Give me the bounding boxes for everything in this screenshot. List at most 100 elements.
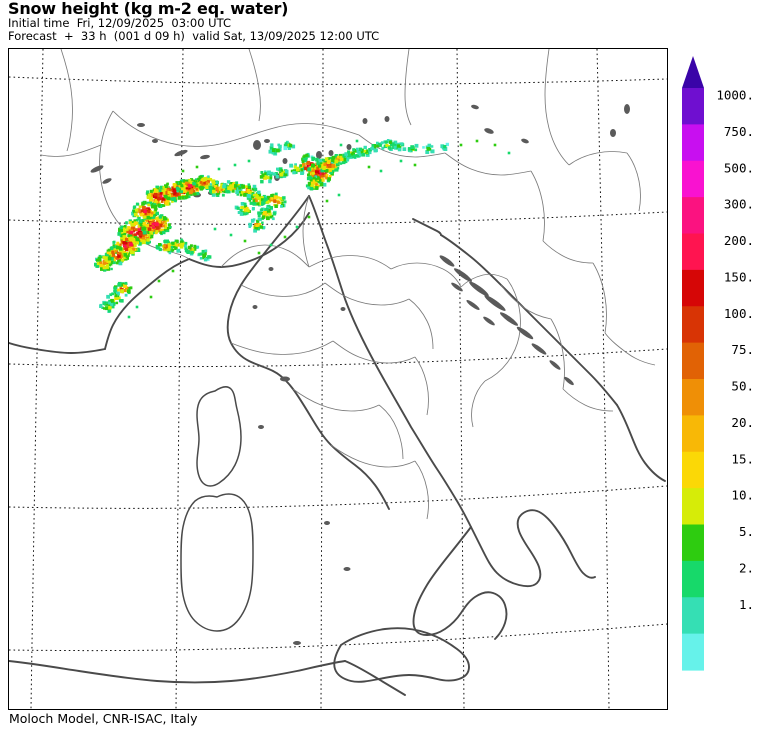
snow-grid-cell — [117, 283, 121, 287]
snow-grid-cell — [334, 154, 338, 158]
snow-grid-cell — [159, 195, 163, 199]
snow-grid-cell — [110, 298, 114, 303]
snow-grid-cell — [283, 172, 288, 177]
forecast-map[interactable]: .coast{fill:none;stroke:#4a4a4a;stroke-w… — [9, 49, 667, 709]
snow-grid-cell — [210, 191, 214, 195]
snow-grid-cell — [107, 308, 112, 313]
snow-grid-cell — [311, 158, 315, 161]
snow-grid-cell — [389, 142, 394, 147]
snow-grid-cell — [258, 211, 262, 215]
snow-grid-cell — [262, 226, 266, 229]
snow-grid-cell — [120, 299, 124, 303]
snow-grid-cell — [212, 182, 216, 186]
snow-grid-cell — [162, 221, 165, 224]
snow-grid-cell — [193, 192, 197, 196]
snow-grid-cell — [312, 185, 316, 189]
snow-grid-cell — [214, 185, 218, 189]
snow-grid-cell — [306, 177, 311, 181]
snow-grid-cell — [151, 215, 155, 219]
snow-grid-cell — [165, 226, 170, 231]
snow-grid-cell — [261, 221, 264, 224]
snow-grid-cell — [354, 154, 358, 158]
colorbar-tick-label: 500. — [724, 160, 754, 175]
snow-grid-cell — [167, 250, 170, 253]
snow-grid-cell — [162, 230, 166, 235]
snow-grid-cell — [111, 292, 115, 296]
colorbar-band — [682, 524, 704, 562]
snow-grid-cell — [307, 181, 311, 185]
snow-grid-cell — [248, 199, 252, 202]
snow-grid-cell — [132, 209, 137, 214]
snow-grid-cell — [313, 176, 316, 180]
colorbar-band — [682, 160, 704, 198]
snow-grid-cell — [442, 147, 446, 151]
snow-grid-cell — [138, 210, 141, 214]
snow-grid-cell — [203, 251, 207, 256]
snow-grid-cell — [156, 194, 161, 199]
snow-grid-cell — [294, 171, 298, 174]
snow-grid-cell — [176, 187, 180, 191]
snow-grid-cell — [373, 148, 378, 153]
snow-grid-cell — [184, 181, 189, 185]
snow-grid-cell — [320, 174, 324, 178]
snow-grid-cell — [124, 289, 128, 293]
snow-grid-cell — [257, 190, 261, 194]
snow-grid-cell — [108, 299, 112, 304]
snow-grid-cell — [148, 236, 152, 240]
snow-grid-cell — [315, 158, 319, 162]
snow-grid-cell — [199, 252, 203, 256]
snow-grid-cell — [106, 294, 110, 299]
snow-grid-cell — [107, 248, 111, 252]
snow-grid-cell — [275, 175, 279, 179]
snow-grid-cell — [150, 235, 154, 239]
snow-grid-cell — [315, 170, 319, 174]
snow-grid-cell — [428, 147, 432, 151]
snow-grid-cell — [243, 239, 247, 243]
snow-grid-cell — [188, 184, 192, 188]
snow-grid-cell — [245, 206, 249, 210]
snow-grid-cell — [267, 211, 272, 215]
colorbar-svg[interactable]: 1000. 750. 500. 300. 200. 150. 100. 75. 50. 20. 15… — [676, 52, 760, 677]
snow-grid-cell — [342, 153, 346, 157]
snow-grid-cell — [232, 183, 235, 186]
snow-grid-cell — [117, 259, 120, 263]
snow-grid-cell — [381, 141, 384, 144]
snow-grid-cell — [304, 154, 308, 158]
snow-grid-cell — [272, 212, 277, 216]
snow-grid-cell — [123, 227, 126, 230]
snow-grid-cell — [138, 221, 142, 225]
snow-grid-cell — [117, 232, 121, 236]
snow-grid-cell — [300, 170, 305, 174]
snow-grid-cell — [361, 148, 364, 152]
snow-grid-cell — [129, 286, 133, 290]
colorbar-band — [682, 597, 704, 635]
snow-grid-cell — [335, 161, 340, 166]
snow-grid-cell — [295, 225, 299, 229]
snow-grid-cell — [116, 261, 120, 265]
snow-grid-cell — [216, 193, 220, 197]
snow-grid-cell — [342, 157, 347, 162]
snow-grid-cell — [325, 173, 329, 177]
snow-grid-cell — [171, 186, 175, 190]
snow-grid-cell — [328, 168, 332, 172]
snow-grid-cell — [193, 244, 197, 248]
snow-grid-cell — [164, 184, 168, 188]
snow-grid-cell — [251, 187, 255, 191]
snow-grid-cell — [146, 215, 151, 220]
snow-grid-cell — [145, 223, 149, 228]
snow-grid-cell — [125, 255, 129, 259]
snow-grid-cell — [178, 181, 182, 185]
snow-grid-cell — [363, 149, 367, 153]
snow-grid-cell — [270, 197, 274, 200]
snow-grid-cell — [108, 261, 111, 264]
snow-grid-cell — [323, 163, 327, 166]
map-panel[interactable]: .coast{fill:none;stroke:#4a4a4a;stroke-w… — [8, 48, 668, 710]
snow-grid-cell — [339, 155, 343, 159]
snow-grid-cell — [159, 192, 163, 195]
colorbar[interactable]: 1000. 750. 500. 300. 200. 150. 100. 75. 50. 20. 15… — [676, 52, 760, 677]
snow-grid-cell — [100, 267, 104, 271]
snow-grid-cell — [111, 302, 116, 306]
snow-grid-cell — [149, 194, 153, 198]
snow-grid-cell — [475, 139, 479, 143]
snow-grid-cell — [128, 219, 132, 223]
